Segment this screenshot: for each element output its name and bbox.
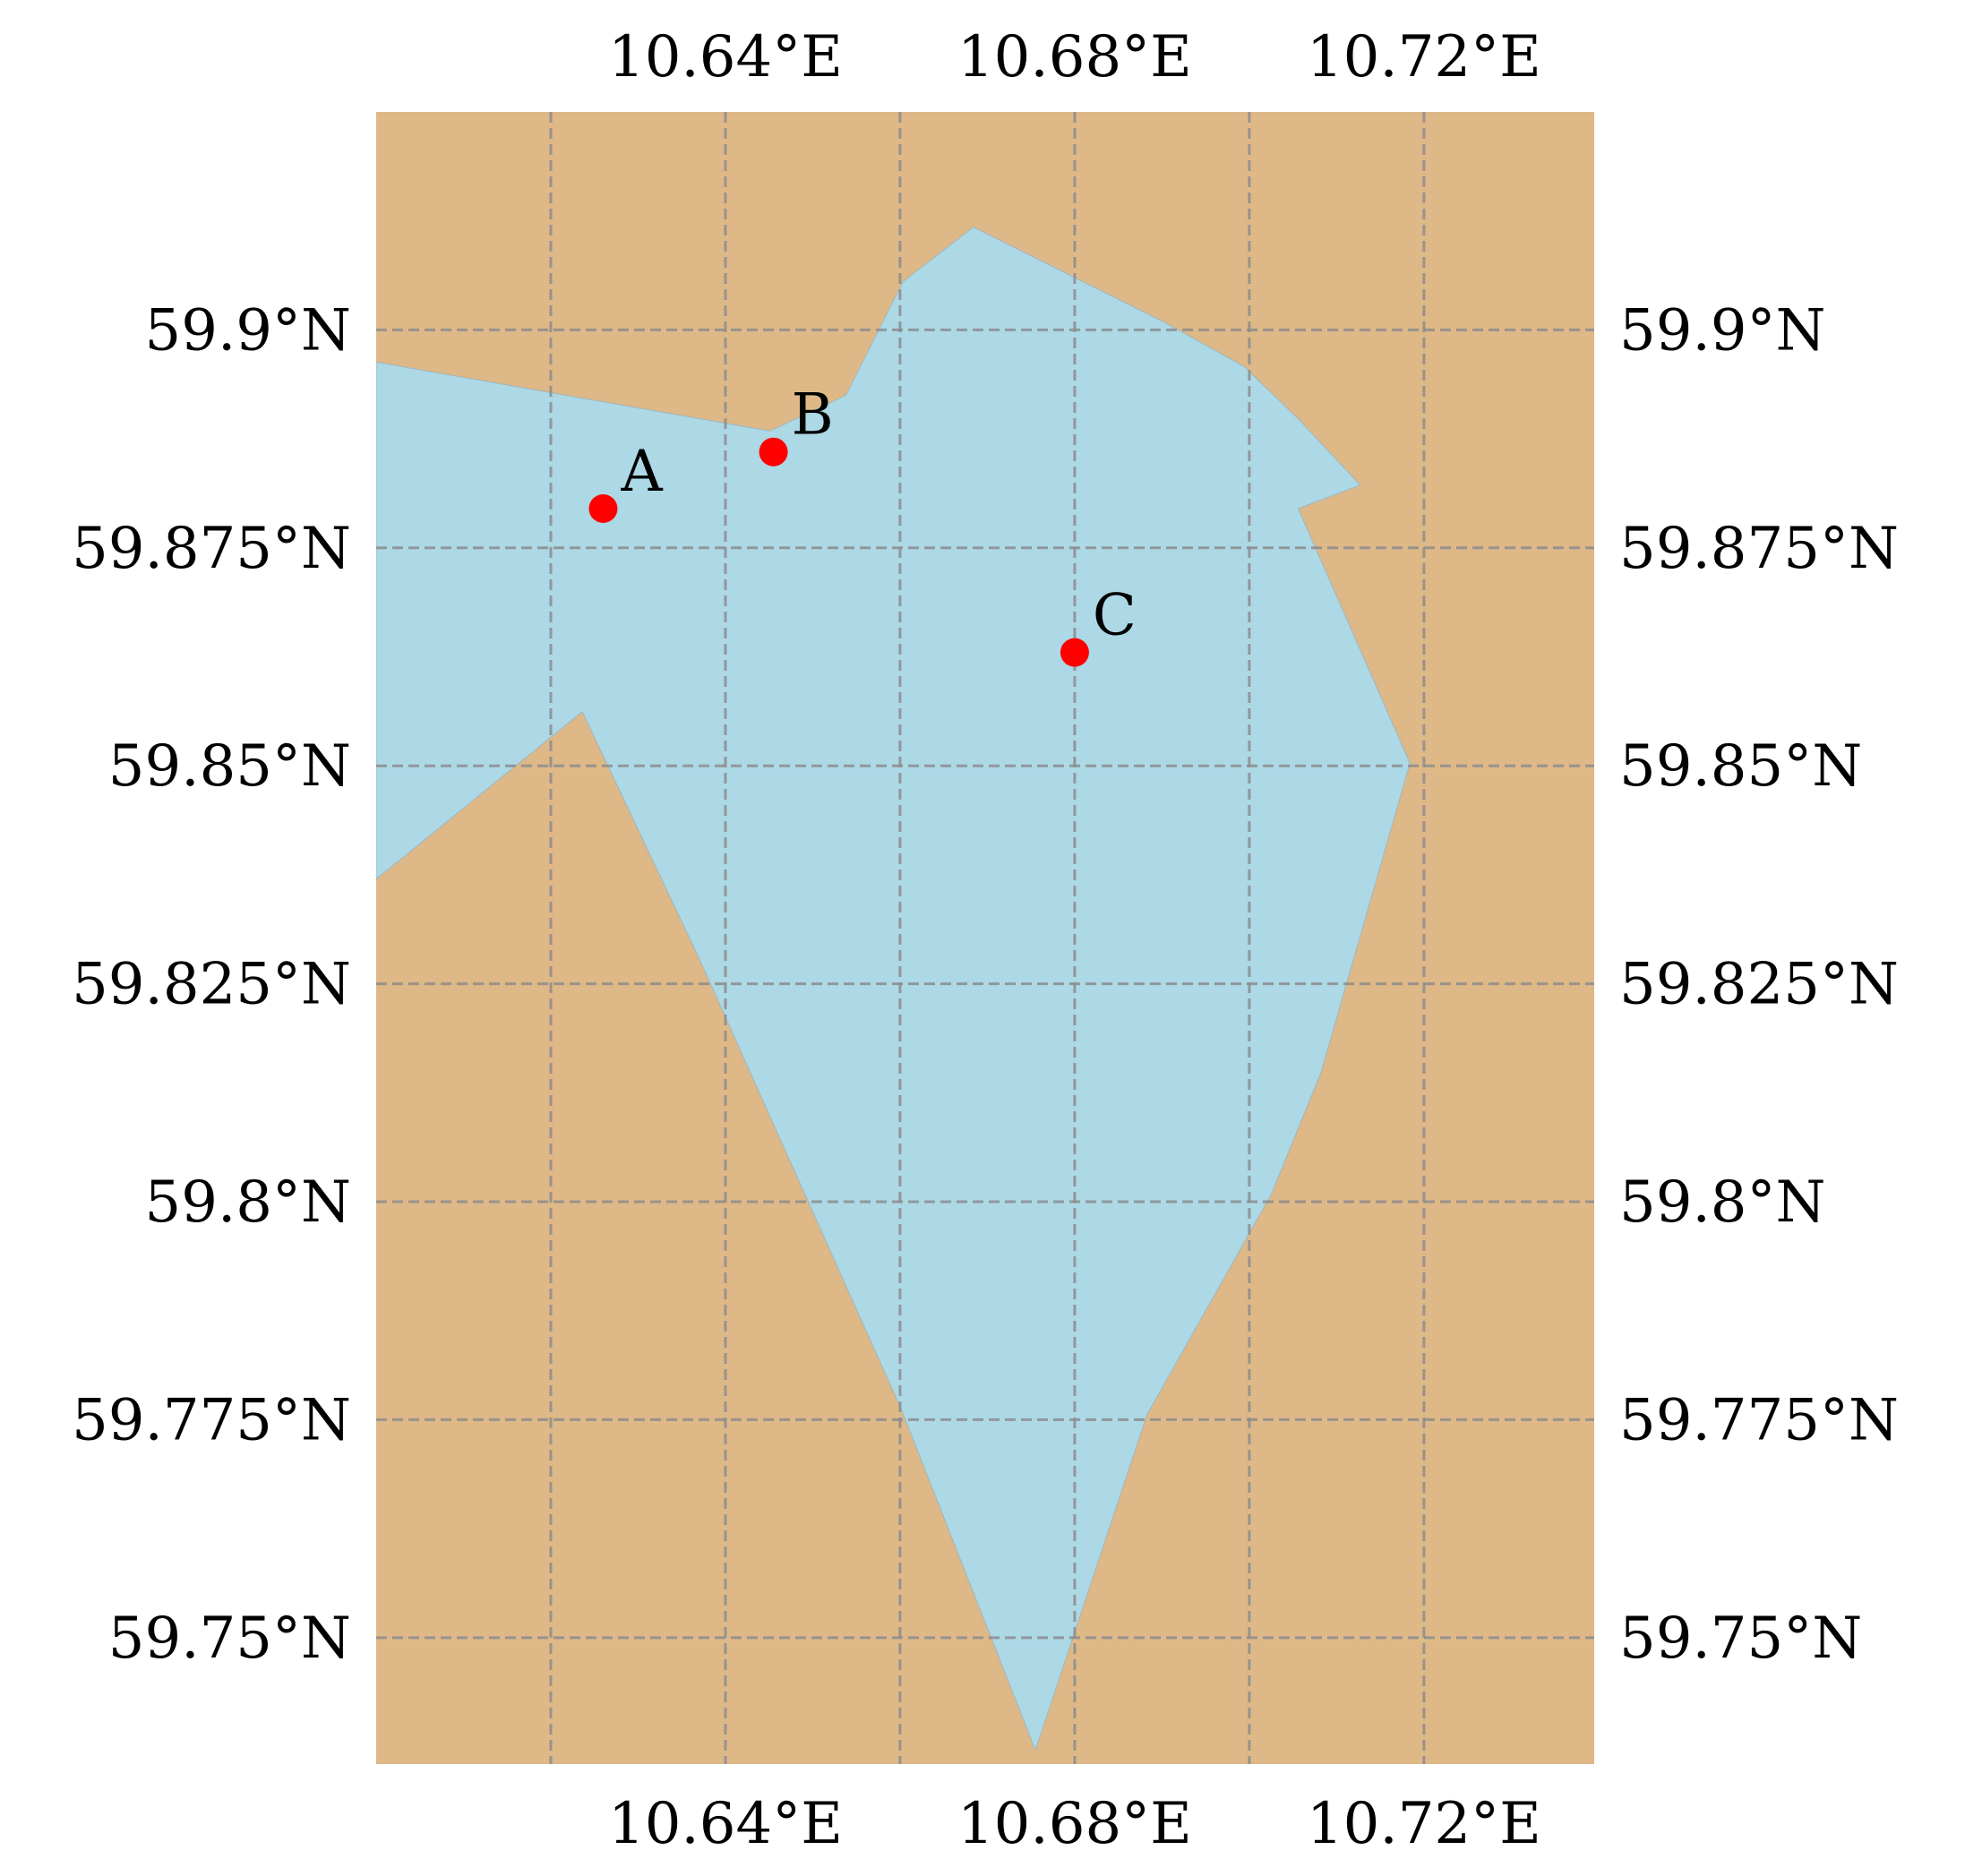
lon-tick-label-bottom: 10.64°E bbox=[608, 1791, 843, 1857]
lat-tick-label-right: 59.825°N bbox=[1619, 952, 1899, 1018]
lat-tick-label-right: 59.85°N bbox=[1619, 733, 1862, 800]
lon-tick-label-top: 10.72°E bbox=[1307, 24, 1541, 90]
lat-tick-label-left: 59.8°N bbox=[145, 1169, 352, 1236]
lon-tick-label-top: 10.68°E bbox=[957, 24, 1192, 90]
point-label-c: C bbox=[1093, 583, 1137, 649]
point-marker-b bbox=[759, 437, 788, 467]
point-marker-c bbox=[1060, 638, 1089, 667]
point-label-a: A bbox=[620, 439, 663, 505]
lat-tick-label-right: 59.75°N bbox=[1619, 1606, 1862, 1672]
point-marker-a bbox=[588, 493, 618, 523]
water-body bbox=[376, 226, 1411, 1752]
lon-tick-label-bottom: 10.68°E bbox=[957, 1791, 1192, 1857]
lat-tick-label-left: 59.85°N bbox=[108, 733, 351, 800]
lat-tick-label-left: 59.775°N bbox=[72, 1387, 351, 1453]
point-label-b: B bbox=[792, 382, 834, 449]
lat-tick-label-left: 59.75°N bbox=[108, 1606, 351, 1672]
gridlines bbox=[376, 112, 1594, 1764]
lat-tick-label-left: 59.875°N bbox=[72, 516, 351, 582]
lon-tick-label-bottom: 10.72°E bbox=[1307, 1791, 1541, 1857]
lat-tick-label-right: 59.875°N bbox=[1619, 516, 1899, 582]
points-layer: A B C bbox=[588, 382, 1137, 667]
lon-tick-label-top: 10.64°E bbox=[608, 24, 843, 90]
lat-tick-label-right: 59.9°N bbox=[1619, 297, 1826, 364]
lat-tick-label-right: 59.8°N bbox=[1619, 1169, 1826, 1236]
tick-labels: 10.64°E 10.64°E 10.68°E 10.68°E 10.72°E 10.72… bbox=[72, 24, 1899, 1857]
lat-tick-label-left: 59.825°N bbox=[72, 952, 351, 1018]
lat-tick-label-left: 59.9°N bbox=[145, 297, 352, 364]
lat-tick-label-right: 59.775°N bbox=[1619, 1387, 1899, 1453]
